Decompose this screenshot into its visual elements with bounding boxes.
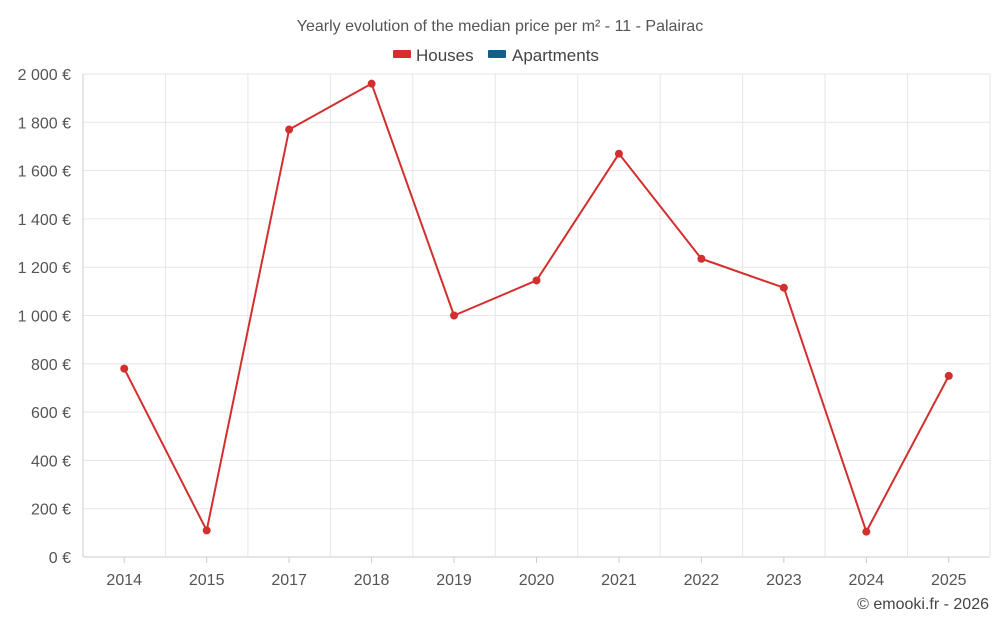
legend-swatch-houses[interactable]	[393, 50, 411, 58]
data-point-houses-2022[interactable]	[697, 254, 706, 263]
x-tick-label: 2018	[354, 572, 390, 589]
data-point-houses-2019[interactable]	[450, 311, 459, 320]
y-tick-label: 800 €	[31, 357, 71, 374]
x-tick-label: 2025	[931, 572, 967, 589]
y-tick-label: 1 600 €	[18, 164, 71, 181]
x-tick-label: 2015	[189, 572, 225, 589]
data-point-houses-2020[interactable]	[532, 276, 541, 285]
data-point-houses-2017[interactable]	[285, 125, 294, 134]
gridlines	[82, 73, 991, 558]
y-tick-label: 200 €	[31, 502, 71, 519]
y-tick-label: 1 200 €	[18, 260, 71, 277]
legend-swatch-apartments[interactable]	[488, 50, 506, 58]
y-tick-label: 2 000 €	[18, 67, 71, 84]
y-tick-label: 600 €	[31, 405, 71, 422]
data-point-houses-2023[interactable]	[779, 283, 788, 292]
credit-text: © emooki.fr - 2026	[857, 596, 989, 613]
data-point-houses-2014[interactable]	[120, 364, 129, 373]
data-point-houses-2021[interactable]	[614, 149, 623, 158]
series-layer	[120, 79, 953, 536]
chart-title: Yearly evolution of the median price per…	[297, 18, 703, 35]
x-tick-label: 2014	[106, 572, 142, 589]
legend-label-apartments[interactable]: Apartments	[512, 46, 599, 65]
y-tick-label: 0 €	[49, 550, 71, 567]
x-tick-label: 2022	[684, 572, 720, 589]
x-axis: 2014 2015 2017 2018 2019 2020 2021 2022 2023 2024…	[106, 557, 967, 589]
x-tick-label: 2019	[436, 572, 472, 589]
x-tick-label: 2023	[766, 572, 802, 589]
y-axis: 0 € 200 € 400 € 600 € 800 € 1 000 € 1 200 € 1 4…	[18, 67, 84, 567]
y-tick-label: 1 000 €	[18, 309, 71, 326]
data-point-houses-2015[interactable]	[202, 526, 211, 535]
data-point-houses-2025[interactable]	[944, 371, 953, 380]
data-point-houses-2018[interactable]	[367, 79, 376, 88]
y-tick-label: 1 400 €	[18, 212, 71, 229]
x-tick-label: 2021	[601, 572, 637, 589]
data-point-houses-2024[interactable]	[862, 527, 871, 536]
legend-label-houses[interactable]: Houses	[416, 46, 474, 65]
x-tick-label: 2020	[519, 572, 555, 589]
y-tick-label: 1 800 €	[18, 115, 71, 132]
x-tick-label: 2024	[849, 572, 885, 589]
legend: Houses Apartments	[393, 46, 599, 65]
y-tick-label: 400 €	[31, 453, 71, 470]
x-tick-label: 2017	[271, 572, 307, 589]
